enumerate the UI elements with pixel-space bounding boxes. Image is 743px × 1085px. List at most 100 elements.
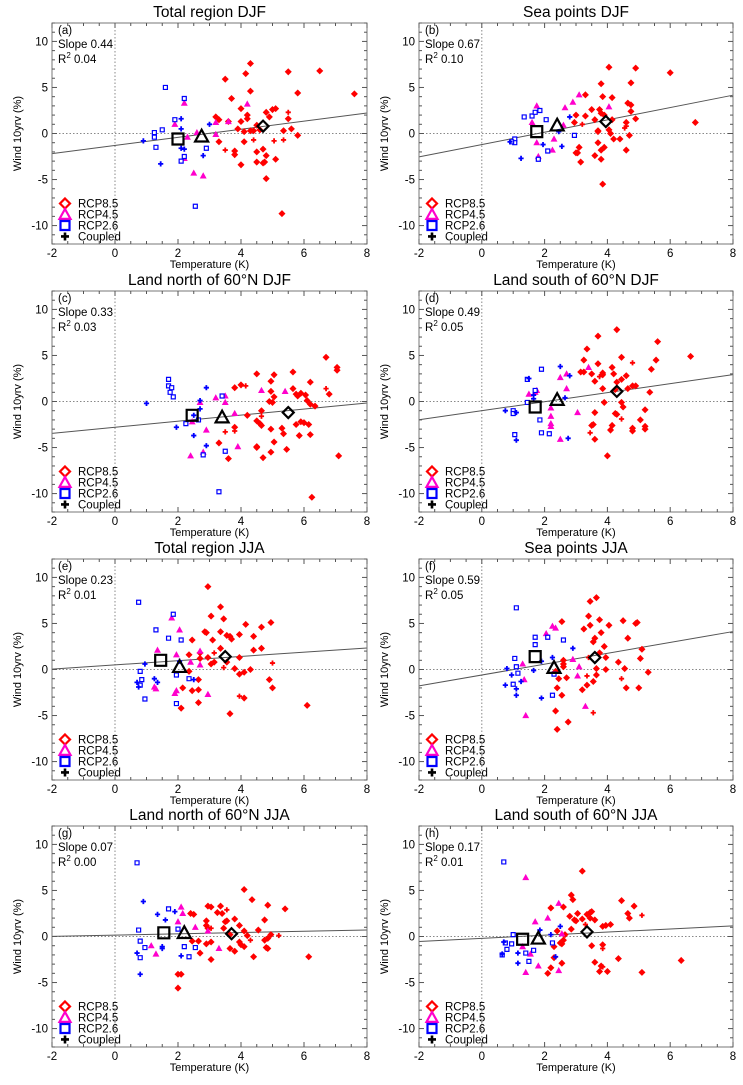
- rcp26-point: [181, 153, 187, 160]
- legend-label: RCP4.5: [78, 209, 118, 221]
- rcp85-point: [209, 636, 217, 644]
- panel-h: Land south of 60°N JJA -2 0 2 4 6 8 -10 -5 0 5 10 Te…: [379, 807, 736, 1074]
- rcp26-point: [515, 670, 521, 676]
- rcp85-point: [246, 59, 254, 68]
- coupled-point: [567, 114, 573, 120]
- coupled-point: [559, 143, 565, 149]
- panel-label: (b): [425, 25, 439, 37]
- legend-item-rcp45: RCP4.5: [424, 1009, 485, 1024]
- rcp26-point: [137, 938, 143, 944]
- slope-annotation: Slope 0.44: [58, 39, 114, 51]
- x-tick-label: 4: [604, 516, 611, 528]
- rcp45-point: [556, 435, 564, 442]
- coupled-point: [251, 137, 257, 143]
- rcp85-point: [559, 663, 567, 671]
- coupled-point: [623, 123, 629, 129]
- rcp85-point: [574, 149, 582, 157]
- rcp85-point: [289, 368, 297, 376]
- ensemble-mean-rcp26: [185, 408, 199, 422]
- rcp85-point: [591, 435, 599, 443]
- rcp85-point: [265, 113, 273, 121]
- ensemble-mean-rcp26: [157, 926, 171, 940]
- rcp85-point: [558, 959, 566, 967]
- rcp26-point: [192, 944, 198, 951]
- rcp85-point: [237, 161, 245, 169]
- legend-item-rcp26: RCP2.6: [59, 755, 118, 768]
- regression-line: [418, 631, 734, 687]
- rcp85-point: [614, 658, 622, 666]
- rcp85-point: [580, 356, 588, 364]
- rcp85-point: [259, 145, 267, 153]
- rcp45-point: [154, 646, 161, 653]
- rcp85-point: [221, 75, 229, 83]
- rcp85-point: [567, 891, 575, 899]
- panel-title: Total region JJA: [154, 540, 265, 557]
- rcp85-point: [578, 686, 586, 694]
- rcp85-point: [188, 937, 196, 945]
- y-tick-label: -5: [38, 175, 48, 187]
- legend-label: RCP2.6: [78, 756, 118, 768]
- coupled-point: [269, 660, 276, 666]
- rcp45-point: [569, 98, 577, 105]
- rcp85-point: [638, 968, 646, 976]
- rcp85-point: [591, 958, 599, 966]
- rcp85-point: [322, 353, 330, 361]
- x-tick-label: 2: [175, 248, 181, 260]
- legend-square-icon: [59, 1022, 71, 1035]
- rcp85-point: [270, 438, 278, 446]
- legend-label: RCP2.6: [445, 1023, 485, 1035]
- panel-a: Total region DJF -2 0 2 4 6 8 -10 -5 0 5 10 Temperat…: [12, 4, 370, 271]
- x-tick-label: 4: [238, 248, 245, 260]
- x-tick-label: 6: [301, 1051, 307, 1063]
- coupled-point: [502, 682, 508, 688]
- coupled-point: [552, 954, 559, 960]
- x-tick-label: 2: [541, 248, 547, 260]
- rcp85-point: [240, 138, 248, 146]
- rcp85-point: [635, 684, 643, 692]
- rcp45-point: [224, 117, 232, 125]
- rcp45-point: [176, 626, 184, 633]
- rcp85-point: [235, 670, 243, 678]
- legend-item-rcp45: RCP4.5: [57, 1009, 118, 1024]
- rcp85-point: [207, 938, 215, 946]
- rcp45-point: [527, 950, 534, 957]
- rcp26-point: [535, 156, 541, 162]
- slope-annotation: Slope 0.49: [425, 307, 480, 319]
- rcp45-point: [204, 927, 212, 934]
- rcp85-point: [188, 636, 196, 644]
- coupled-point: [531, 667, 537, 674]
- rcp85-point: [641, 425, 649, 433]
- y-tick-label: 5: [42, 618, 48, 630]
- x-tick-label: 6: [667, 1051, 673, 1063]
- rcp85-point: [228, 94, 236, 103]
- rcp85-point: [226, 710, 234, 718]
- coupled-point: [507, 139, 513, 145]
- rcp85-point: [622, 372, 630, 380]
- r2-annotation: R2 0.03: [58, 319, 96, 334]
- x-tick-label: -2: [414, 248, 424, 260]
- rcp85-point: [588, 370, 596, 378]
- rcp26-point: [136, 927, 142, 933]
- rcp85-point: [586, 597, 594, 605]
- rcp85-point: [289, 385, 297, 393]
- slope-annotation: Slope 0.23: [58, 575, 113, 587]
- rcp45-point: [533, 102, 541, 109]
- legend-item-rcp45: RCP4.5: [57, 206, 118, 221]
- rcp85-point: [599, 180, 607, 188]
- coupled-point: [518, 678, 524, 685]
- rcp85-point: [185, 651, 193, 659]
- rcp85-point: [272, 155, 280, 163]
- coupled-point: [499, 951, 505, 957]
- rcp45-point: [177, 903, 185, 910]
- rcp26-point: [137, 668, 143, 674]
- rcp85-point: [174, 984, 182, 992]
- rcp26-point: [165, 906, 172, 912]
- x-tick-label: 6: [667, 784, 673, 796]
- coupled-point: [203, 385, 209, 391]
- rcp85-point: [558, 940, 566, 948]
- coupled-point: [565, 435, 571, 441]
- x-tick-label: 2: [541, 784, 547, 796]
- y-tick-label: -10: [31, 221, 48, 233]
- panel-f: Sea points JJA -2 0 2 4 6 8 -10 -5 0 5 10 Temperatur…: [379, 540, 736, 807]
- rcp85-point: [632, 382, 640, 390]
